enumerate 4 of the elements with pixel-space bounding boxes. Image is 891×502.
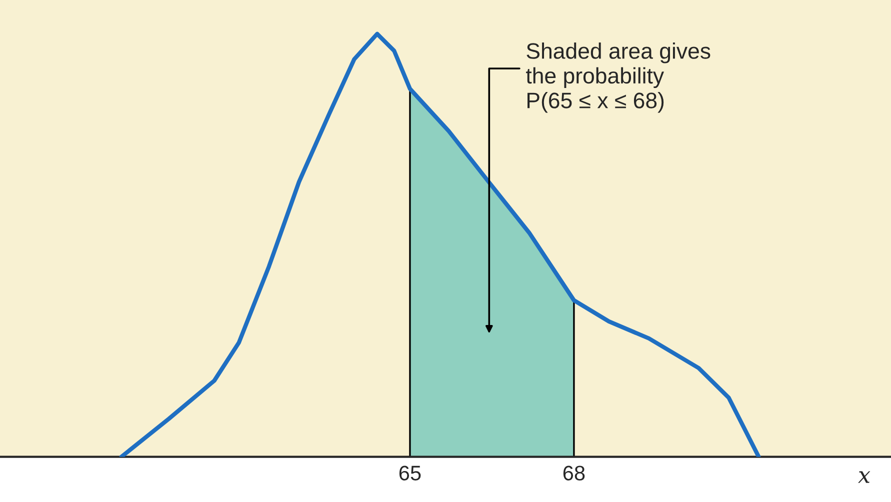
x-axis-title: x bbox=[858, 471, 870, 483]
x-tick-label: 65 bbox=[399, 466, 421, 480]
x-tick-label: 68 bbox=[563, 466, 585, 480]
annotation: Shaded area gives the probability P(65 ≤ x ≤ 68) bbox=[526, 42, 710, 113]
